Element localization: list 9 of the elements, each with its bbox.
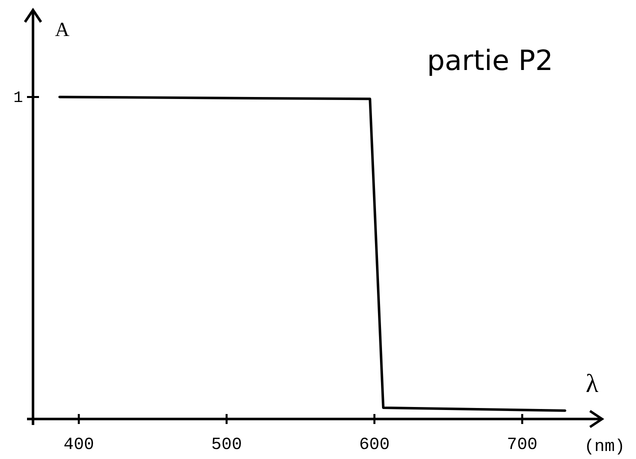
chart-title: partie P2 [426, 44, 554, 77]
y-axis-title: A [55, 19, 70, 41]
text: (nm) [584, 438, 625, 457]
text: 1 [13, 89, 23, 107]
x-tick-label: 500 [211, 436, 242, 455]
x-tick-label: 700 [506, 436, 538, 455]
x-axis-title: λ [586, 369, 599, 398]
x-tick-label: 600 [359, 436, 390, 455]
x-tick-label: 400 [64, 436, 94, 455]
